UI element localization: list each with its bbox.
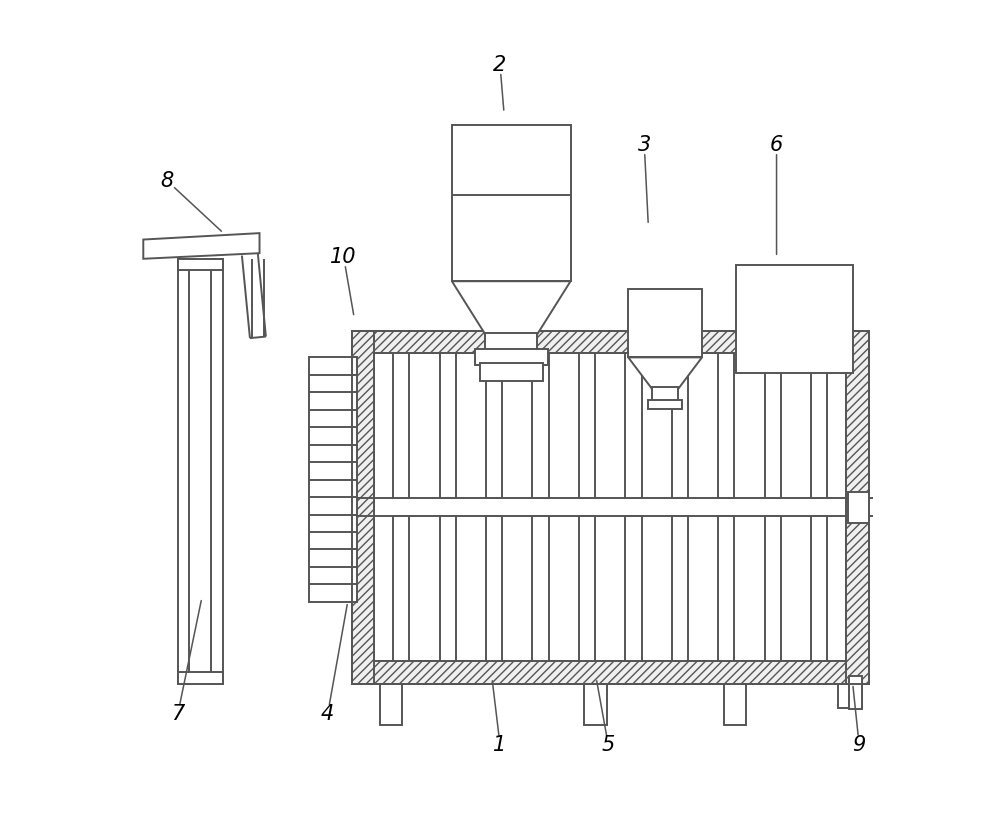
Text: 9: 9 [852,735,866,755]
Bar [532,353,549,498]
Bar [579,516,595,661]
Bar [352,331,374,684]
Bar [625,516,642,661]
Bar [579,353,595,498]
Bar [309,357,357,602]
Polygon shape [452,281,571,334]
Text: 7: 7 [171,704,184,724]
Text: 6: 6 [770,135,783,155]
Bar [480,363,543,381]
Bar [736,266,853,373]
Polygon shape [628,357,702,388]
Bar [352,331,869,684]
Bar [485,332,537,350]
Text: 8: 8 [161,171,174,191]
Bar [352,661,869,684]
Text: 10: 10 [330,247,357,267]
Bar [811,353,827,498]
Text: 3: 3 [638,135,651,155]
Bar [440,353,456,498]
Bar [178,259,189,684]
Bar [846,331,869,684]
Bar [393,516,409,661]
Bar [718,353,734,498]
Bar [486,516,502,661]
Polygon shape [143,233,260,259]
Bar [672,516,688,661]
Bar [625,353,642,498]
Bar [352,331,869,353]
Bar [178,259,223,270]
Bar [838,684,862,708]
Bar [584,684,607,726]
Text: 4: 4 [321,704,334,724]
Bar [811,516,827,661]
Bar [486,353,502,498]
Bar [211,259,223,684]
Bar [724,684,746,726]
Bar [718,516,734,661]
Bar [178,672,223,684]
Bar [393,353,409,498]
Bar [849,676,862,710]
Bar [765,516,781,661]
Bar [648,400,682,409]
Bar [765,353,781,498]
Bar [440,516,456,661]
Text: 2: 2 [493,55,507,75]
Bar [652,387,678,402]
Bar [475,348,548,365]
Bar [628,289,702,357]
Bar [672,353,688,498]
Bar [380,684,402,726]
Text: 1: 1 [493,735,507,755]
Text: 5: 5 [602,735,615,755]
Bar [452,125,571,281]
Bar [374,353,846,661]
Bar [848,492,869,523]
Bar [532,516,549,661]
